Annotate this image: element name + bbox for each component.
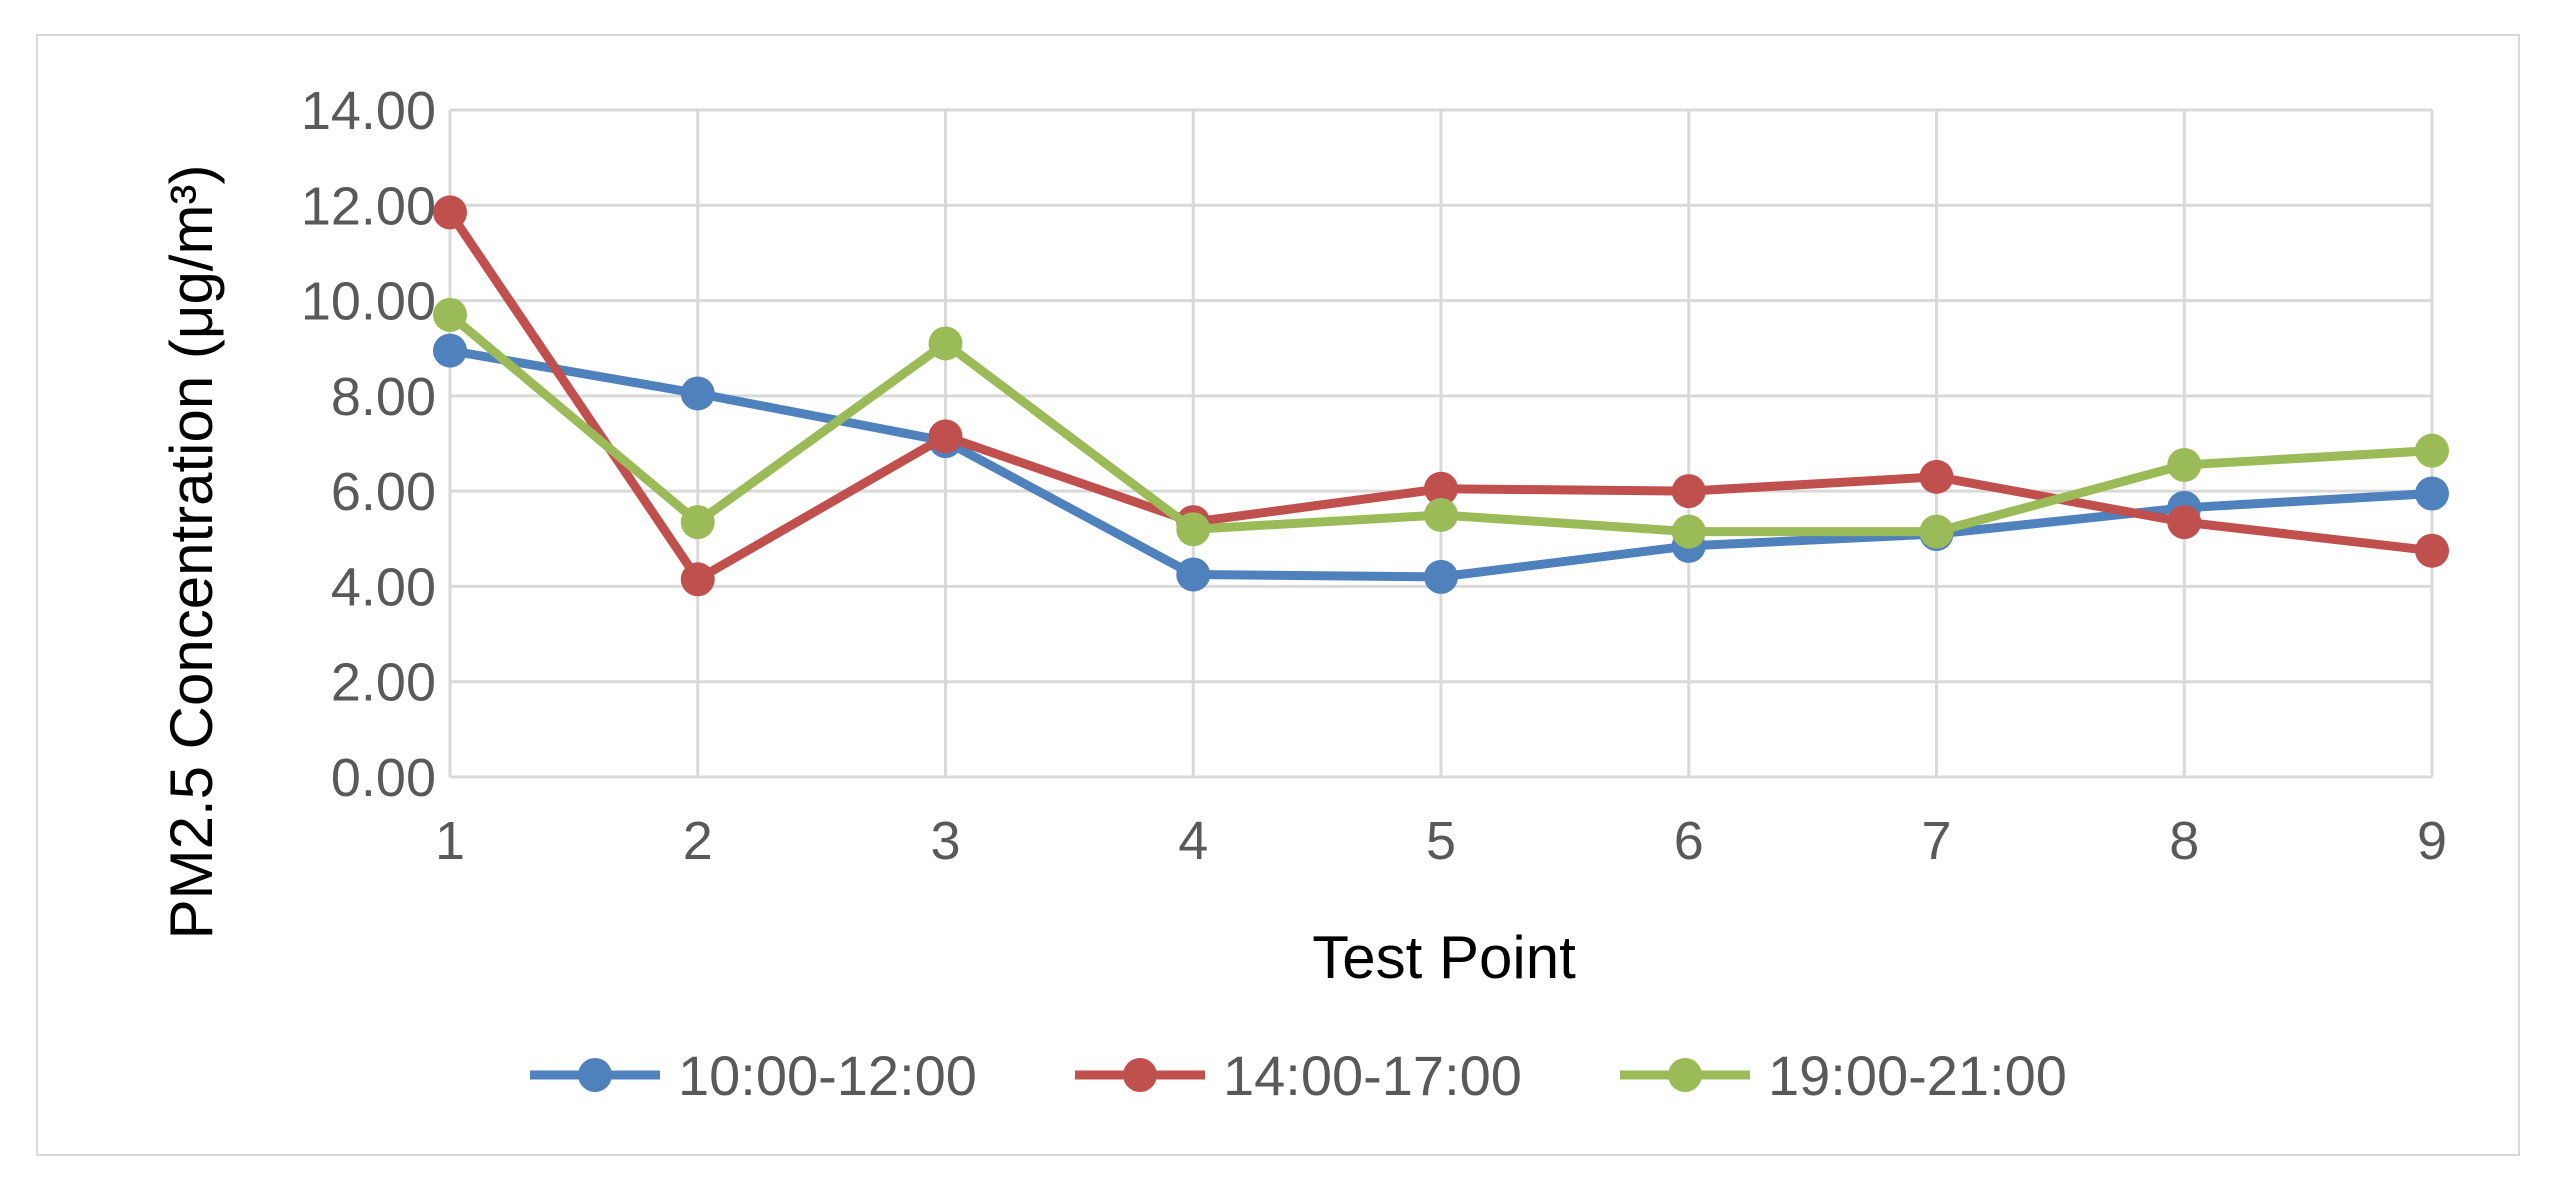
x-tick-label: 6	[1674, 811, 1704, 871]
legend-label: 14:00-17:00	[1223, 1044, 1522, 1107]
series-layer	[433, 195, 2449, 597]
data-point	[1176, 557, 1211, 592]
y-tick-label: 12.00	[301, 176, 436, 236]
legend-marker	[578, 1058, 612, 1092]
x-tick-label: 8	[2169, 811, 2199, 871]
data-point	[433, 195, 467, 230]
y-tick-label: 14.00	[301, 81, 436, 141]
y-tick-label: 6.00	[331, 462, 436, 522]
x-tick-label: 1	[435, 811, 465, 871]
x-tick-label: 2	[683, 811, 713, 871]
data-point	[1424, 497, 1458, 532]
x-axis-tick-labels: 1 2 3 4 5 6 7 8 9	[435, 811, 2447, 871]
legend-label: 19:00-21:00	[1768, 1044, 2067, 1107]
data-point	[1919, 514, 1954, 549]
data-point	[1424, 471, 1458, 506]
data-point	[1919, 459, 1954, 494]
x-tick-label: 9	[2417, 811, 2447, 871]
x-axis-title: Test Point	[1312, 924, 1576, 991]
x-tick-label: 4	[1178, 811, 1208, 871]
legend-entry: 14:00-17:00	[1075, 1044, 1522, 1107]
y-tick-label: 2.00	[331, 653, 436, 713]
data-point	[680, 376, 715, 411]
data-point	[433, 297, 467, 332]
data-point	[1424, 559, 1458, 594]
x-tick-label: 5	[1426, 811, 1456, 871]
legend: 10:00-12:00 14:00-17:00 19:00-21:00	[530, 1044, 2067, 1107]
legend-label: 10:00-12:00	[678, 1044, 977, 1107]
x-tick-label: 7	[1921, 811, 1951, 871]
data-point	[2167, 505, 2202, 540]
data-point	[2415, 533, 2449, 568]
data-point	[1671, 474, 1706, 509]
grid-lines	[448, 108, 2434, 779]
data-point	[1176, 512, 1211, 547]
legend-entry: 10:00-12:00	[530, 1044, 977, 1107]
y-tick-label: 0.00	[331, 748, 436, 808]
y-axis-title: PM2.5 Concentration (μg/m³)	[158, 165, 225, 940]
y-tick-label: 10.00	[301, 272, 436, 332]
data-point	[2415, 476, 2449, 511]
data-point	[928, 326, 963, 361]
x-tick-label: 3	[930, 811, 960, 871]
data-point	[928, 419, 963, 454]
y-axis-tick-labels: 0.00 2.00 4.00 6.00 8.00 10.00 12.00 14.00	[301, 81, 436, 808]
legend-entry: 19:00-21:00	[1620, 1044, 2067, 1107]
series-3	[433, 297, 2449, 549]
legend-marker	[1668, 1058, 1702, 1092]
y-tick-label: 8.00	[331, 367, 436, 427]
data-point	[1671, 514, 1706, 549]
data-point	[2167, 447, 2202, 482]
legend-marker	[1123, 1058, 1157, 1092]
data-point	[2415, 433, 2449, 468]
data-point	[433, 333, 467, 368]
data-point	[680, 505, 715, 540]
y-tick-label: 4.00	[331, 557, 436, 617]
data-point	[680, 562, 715, 597]
